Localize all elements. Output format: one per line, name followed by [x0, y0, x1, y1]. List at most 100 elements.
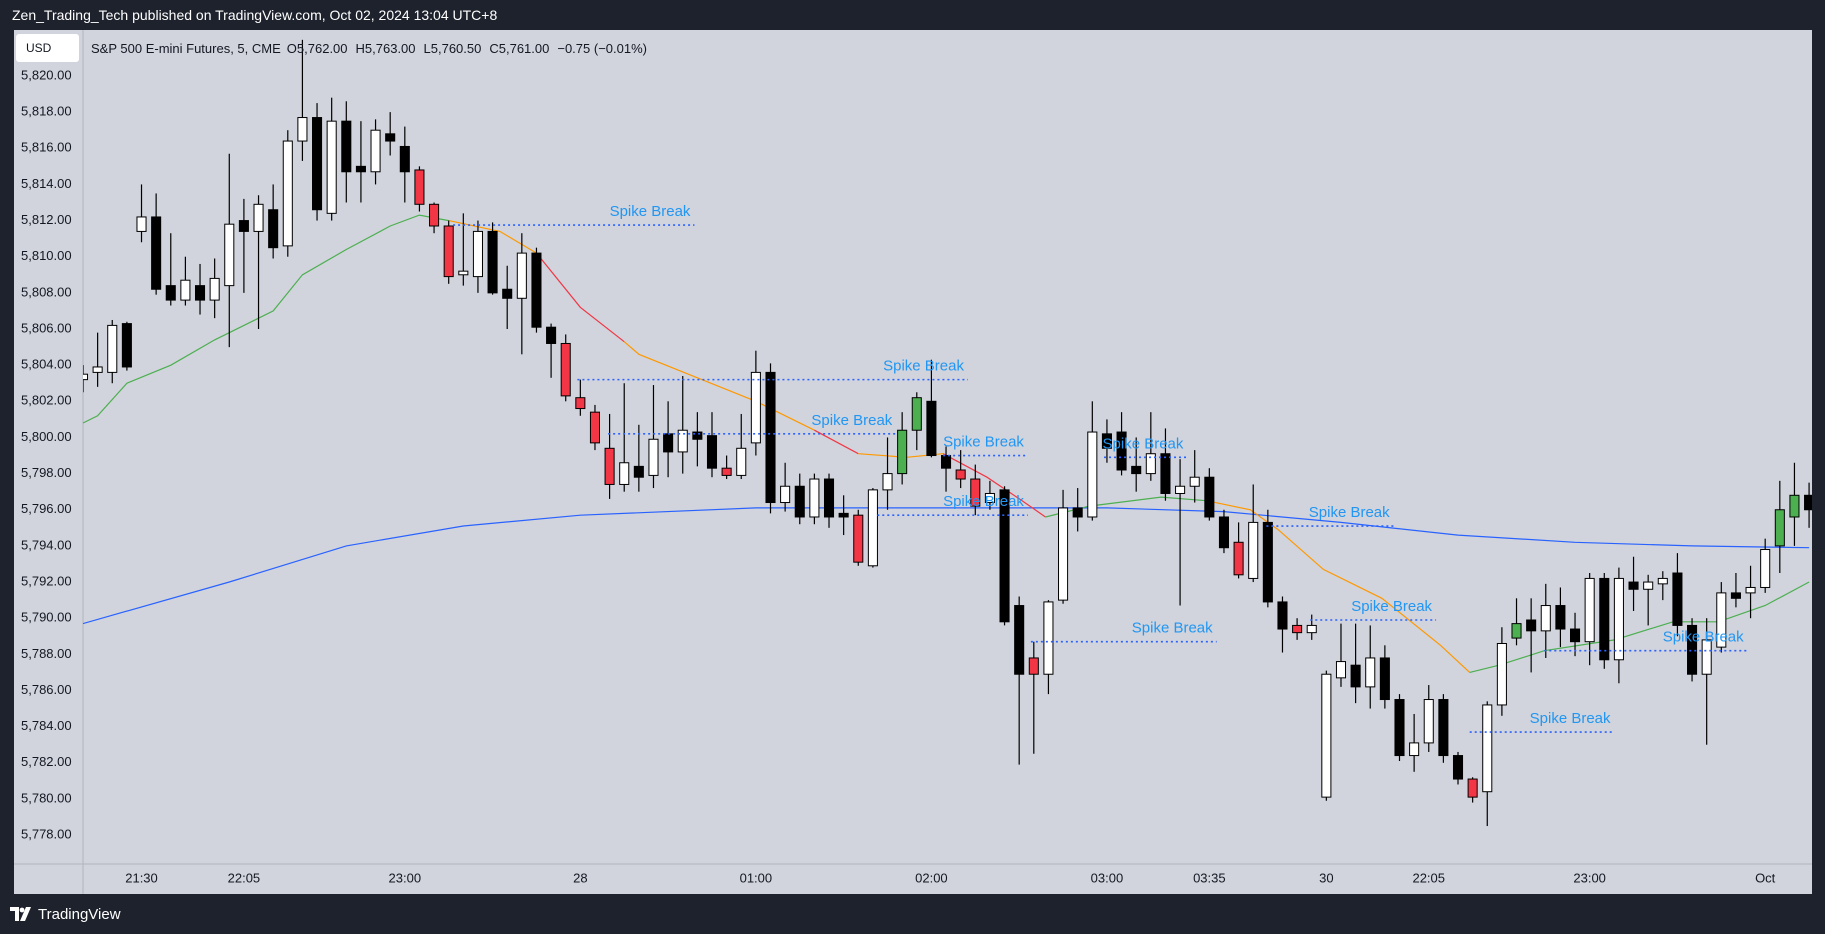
candle-body: [1204, 476, 1215, 518]
candle-body: [1248, 521, 1259, 579]
candle-body: [882, 473, 893, 491]
candle-body: [253, 203, 264, 232]
y-tick-label: 5,804.00: [21, 357, 72, 372]
candle-body: [1569, 628, 1581, 643]
moving-average: [448, 220, 537, 254]
candle-body: [1657, 577, 1668, 585]
annotation-label: Spike Break: [943, 493, 1024, 510]
candle-body: [1701, 639, 1712, 675]
candle-body: [1716, 592, 1727, 648]
candle-body: [823, 478, 835, 518]
candle-body: [897, 429, 908, 475]
candle-body: [224, 223, 235, 287]
annotation-label: Spike Break: [610, 203, 691, 220]
candle-body: [209, 277, 220, 301]
y-tick-label: 5,814.00: [21, 176, 72, 191]
candle-body: [1628, 581, 1639, 590]
x-tick-label: 01:00: [740, 870, 773, 885]
moving-average: [83, 214, 449, 424]
moving-average: [1206, 500, 1471, 673]
candle-body: [1175, 485, 1186, 494]
x-tick-label: 21:30: [125, 870, 158, 885]
candle-body: [472, 230, 483, 278]
candle-body: [1014, 605, 1025, 675]
candle-body: [1467, 778, 1478, 798]
candle-body: [794, 485, 805, 518]
candle-body: [1599, 577, 1610, 661]
candle-body: [1774, 509, 1785, 547]
annotation-label: Spike Break: [883, 358, 964, 375]
candle-body: [970, 478, 981, 507]
candle-body: [560, 342, 571, 397]
x-tick-label: 22:05: [228, 870, 261, 885]
candle-body: [121, 323, 132, 368]
chart: Spike Break Spike Break Spike Break Spike B…: [14, 30, 1812, 894]
candle-body: [151, 216, 162, 290]
candle-body: [487, 230, 498, 294]
candle-body: [1394, 699, 1405, 757]
y-tick-label: 5,786.00: [21, 682, 72, 697]
x-tick-label: Oct: [1755, 870, 1776, 885]
candle-body: [385, 133, 396, 142]
candle-body: [1482, 704, 1493, 793]
annotation-label: Spike Break: [1663, 629, 1744, 646]
candle-body: [399, 145, 410, 173]
ohlc-value: 5,762.00: [296, 40, 348, 56]
candle-body: [1423, 699, 1434, 744]
candle-body: [706, 435, 718, 469]
x-tick-label: 30: [1319, 870, 1333, 885]
candle-body: [1804, 494, 1812, 511]
candle-body: [999, 489, 1010, 623]
candle-body: [750, 371, 761, 444]
candle-body: [1350, 664, 1361, 688]
candle-body: [370, 129, 381, 173]
candle-body: [1379, 657, 1390, 701]
ohlc-value: 5,763.00: [364, 40, 416, 56]
y-tick-label: 5,812.00: [21, 212, 72, 227]
y-tick-label: 5,794.00: [21, 537, 72, 552]
candle-body: [1058, 507, 1069, 601]
candle-body: [589, 411, 601, 444]
candle-body: [429, 203, 440, 227]
annotation-label: Spike Break: [1309, 504, 1390, 521]
candle-body: [1452, 755, 1464, 780]
legend: USD S&P 500 E-mini Futures, 5, CME O 5,76…: [16, 34, 655, 62]
ohlc-value: 5,760.50: [430, 40, 482, 56]
candle-body: [1365, 657, 1376, 688]
y-tick-label: 5,816.00: [21, 140, 72, 155]
moving-average: [1045, 496, 1207, 518]
y-tick-label: 5,792.00: [21, 573, 72, 588]
candle-body: [1526, 619, 1537, 632]
candle-body: [1233, 541, 1244, 576]
candle-body: [1555, 605, 1566, 630]
candle-body: [1189, 476, 1200, 487]
moving-average: [623, 341, 815, 431]
candle-body: [341, 120, 352, 173]
candle-body: [677, 429, 688, 453]
y-tick-label: 5,802.00: [21, 393, 72, 408]
candle-body: [1087, 431, 1098, 518]
candle-body: [765, 371, 776, 504]
y-tick-label: 5,808.00: [21, 284, 72, 299]
candle-body: [326, 120, 337, 214]
candle-body: [297, 117, 308, 142]
ohlc-label: O: [286, 40, 297, 56]
symbol: S&P 500 E-mini Futures, 5, CME: [91, 40, 281, 56]
y-tick-label: 5,790.00: [21, 610, 72, 625]
candle-body: [1438, 699, 1449, 757]
candle-body: [1072, 507, 1083, 518]
candle-body: [1335, 661, 1347, 679]
x-tick-label: 23:00: [1573, 870, 1606, 885]
candle-body: [165, 285, 176, 301]
candle-body: [648, 438, 659, 476]
currency-button[interactable]: USD: [16, 34, 79, 62]
candle-body: [1540, 605, 1551, 632]
candle-body: [1028, 657, 1039, 675]
candle-body: [1511, 623, 1522, 639]
candle-body: [633, 465, 644, 478]
candle-body: [1160, 453, 1171, 494]
candle-body: [1321, 673, 1332, 798]
candle-body: [1584, 577, 1595, 643]
candle-body: [83, 373, 89, 381]
